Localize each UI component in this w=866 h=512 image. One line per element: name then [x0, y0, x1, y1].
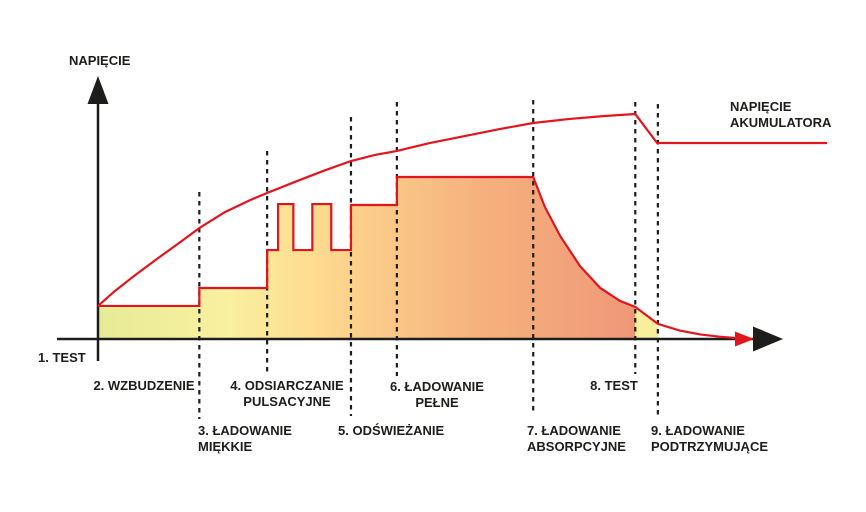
current-line-arrow-icon [735, 331, 754, 347]
y-axis-label: NAPIĘCIE [69, 53, 131, 68]
stage8-test-area [635, 306, 658, 339]
stage-label-8-test: 8. TEST [590, 378, 638, 393]
stage-label-7-absorpcyjne: 7. ŁADOWANIE ABSORPCYJNE [527, 423, 626, 454]
stage-label-4-odsiarczanie: 4. ODSIARCZANIE PULSACYJNE [230, 378, 344, 409]
battery-voltage-label: NAPIĘCIE AKUMULATORA [730, 99, 832, 130]
charging-current-area [98, 177, 636, 339]
charging-current-profile-line [98, 175, 736, 340]
stage-label-9-podtrzymujace: 9. ŁADOWANIE PODTRZYMUJĄCE [651, 423, 769, 454]
y-axis-arrow-icon [87, 76, 109, 104]
stage-label-5-odswiezanie: 5. ODŚWIEŻANIE [338, 423, 445, 438]
x-axis-arrow-icon [753, 326, 783, 352]
stage-label-2-wzbudzenie: 2. WZBUDZENIE [93, 378, 195, 393]
battery-voltage-curve [97, 112, 827, 307]
stage-label-3-ladowanie-miekkie: 3. ŁADOWANIE MIĘKKIE [198, 423, 292, 454]
stage-label-6-ladowanie-pelne: 6. ŁADOWANIE PEŁNE [390, 379, 484, 410]
stage-label-1-test: 1. TEST [38, 350, 86, 365]
